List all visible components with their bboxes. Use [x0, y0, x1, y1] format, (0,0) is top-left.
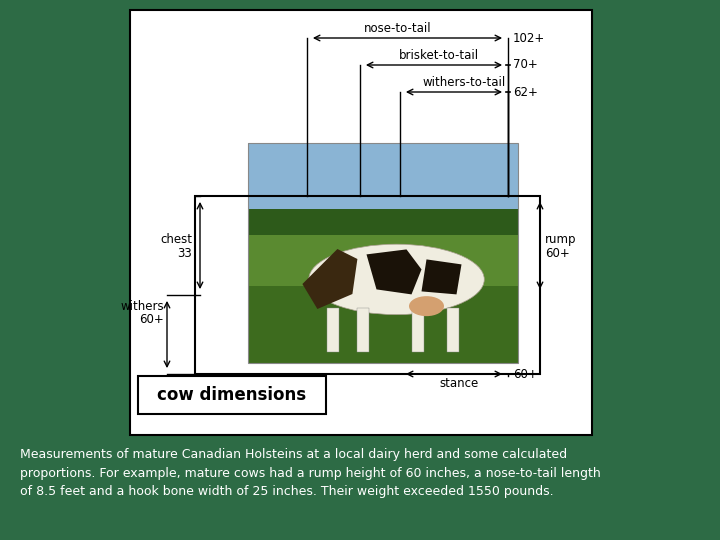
Text: Measurements of mature Canadian Holsteins at a local dairy herd and some calcula: Measurements of mature Canadian Holstein…	[20, 448, 600, 498]
Text: rump: rump	[545, 233, 577, 246]
Bar	[195, 196, 540, 374]
Text: 60+: 60+	[139, 313, 164, 326]
Text: withers-to-tail: withers-to-tail	[423, 76, 505, 89]
Text: 70+: 70+	[513, 58, 538, 71]
Bar	[446, 308, 459, 352]
Bar	[130, 10, 592, 435]
Bar	[248, 286, 518, 363]
Text: 62+: 62+	[513, 85, 538, 98]
Text: chest: chest	[160, 233, 192, 246]
Bar	[138, 376, 326, 414]
Text: 60+: 60+	[513, 368, 538, 381]
Bar	[326, 308, 338, 352]
Bar	[412, 308, 423, 352]
Text: nose-to-tail: nose-to-tail	[364, 22, 431, 35]
Ellipse shape	[309, 244, 485, 315]
Polygon shape	[302, 249, 357, 309]
Ellipse shape	[409, 296, 444, 316]
Text: brisket-to-tail: brisket-to-tail	[399, 49, 479, 62]
Text: 60+: 60+	[545, 247, 570, 260]
Text: stance: stance	[439, 377, 479, 390]
Bar	[248, 143, 518, 220]
Bar	[356, 308, 369, 352]
Text: withers: withers	[120, 300, 164, 313]
Bar	[248, 231, 518, 363]
Polygon shape	[421, 259, 462, 294]
Text: 33: 33	[177, 247, 192, 260]
Bar	[248, 209, 518, 235]
Text: cow dimensions: cow dimensions	[158, 386, 307, 404]
Polygon shape	[366, 249, 421, 294]
Bar	[248, 143, 518, 363]
Text: 102+: 102+	[513, 31, 545, 44]
